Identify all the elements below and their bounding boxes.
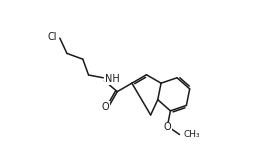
Text: Cl: Cl: [47, 32, 57, 42]
Text: CH₃: CH₃: [183, 130, 200, 139]
Text: O: O: [102, 102, 109, 112]
Text: NH: NH: [105, 74, 120, 85]
Text: O: O: [163, 122, 171, 132]
